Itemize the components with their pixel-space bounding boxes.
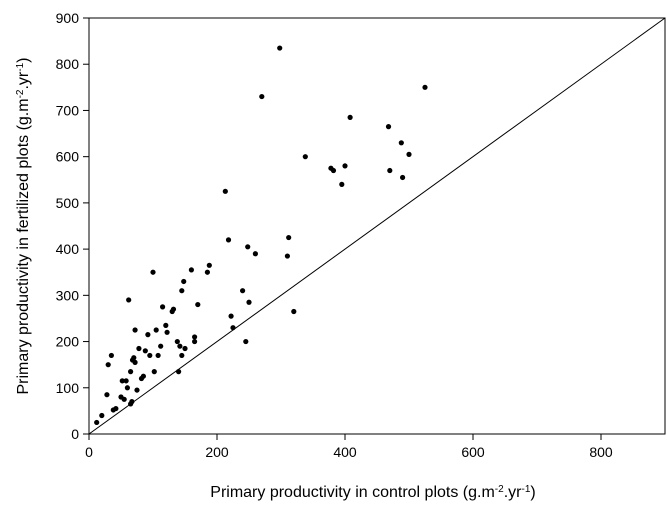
y-tick-label: 0 (71, 426, 79, 442)
data-point (170, 306, 177, 312)
data-point (150, 269, 156, 275)
data-point (240, 288, 246, 294)
data-point (422, 84, 428, 90)
data-point (291, 308, 297, 315)
y-tick-label: 300 (56, 287, 80, 303)
x-tick-label: 600 (461, 444, 485, 460)
x-axis-title: Primary productivity in control plots (g… (210, 484, 535, 502)
x-tick-label: 400 (333, 444, 357, 460)
plot-area (88, 17, 666, 435)
data-point (398, 140, 404, 146)
data-point (302, 154, 308, 160)
data-point (179, 288, 185, 294)
y-tick-label: 200 (56, 334, 80, 350)
data-point (121, 396, 127, 402)
data-point (94, 419, 100, 426)
data-point (153, 327, 159, 333)
data-point (177, 343, 183, 349)
y-tick-label: 900 (56, 10, 80, 26)
data-point (140, 373, 146, 379)
data-point (286, 234, 292, 241)
data-point (145, 332, 151, 338)
data-point (225, 237, 232, 243)
data-point (155, 352, 161, 359)
data-point (204, 269, 210, 275)
data-point (124, 385, 130, 391)
data-point (132, 327, 138, 333)
data-point (142, 348, 148, 354)
data-point (192, 334, 198, 340)
data-point (128, 369, 134, 375)
data-point (129, 399, 135, 405)
data-point (195, 301, 201, 308)
data-point (104, 392, 110, 398)
data-point (163, 322, 169, 328)
data-point (387, 167, 393, 174)
y-tick-label: 600 (56, 149, 80, 165)
x-tick-label: 200 (205, 444, 229, 460)
data-point (245, 244, 251, 250)
data-point (151, 369, 157, 375)
data-point (147, 352, 153, 359)
one-to-one-line (88, 17, 666, 435)
plot-frame (88, 17, 666, 435)
x-tick-label: 0 (85, 444, 93, 460)
data-point (342, 163, 348, 169)
data-point (277, 45, 283, 51)
data-point (246, 299, 252, 305)
y-tick-label: 700 (56, 102, 80, 118)
data-point (400, 174, 406, 181)
data-point (347, 114, 353, 120)
data-point (126, 297, 132, 303)
data-point (192, 338, 198, 345)
data-point (284, 253, 290, 259)
data-point (131, 355, 137, 361)
y-tick-label: 100 (56, 380, 80, 396)
data-point (339, 181, 345, 187)
y-tick-label: 800 (56, 56, 80, 72)
data-point (230, 325, 236, 331)
data-point (259, 93, 265, 100)
data-point (99, 412, 105, 419)
axes: 0 200 400 600 800 0 100 200 300 400 500 600 700 800 90… (56, 10, 666, 460)
data-point (108, 352, 114, 359)
y-axis-title: Primary productivity in fertilized plots… (15, 57, 33, 394)
data-point (179, 352, 185, 359)
y-tick-label: 500 (56, 195, 80, 211)
data-point (105, 362, 111, 368)
data-point (158, 343, 164, 349)
data-point (406, 151, 412, 157)
data-point (119, 378, 125, 384)
data-point (164, 329, 170, 335)
data-point (136, 345, 142, 352)
data-point (222, 188, 228, 194)
data-point (330, 167, 337, 174)
data-point (206, 262, 212, 268)
data-point (176, 369, 182, 375)
data-point (188, 267, 194, 273)
data-point (228, 313, 234, 319)
data-point (132, 359, 138, 365)
data-point (252, 251, 258, 257)
data-point (123, 378, 129, 384)
data-point (243, 338, 249, 345)
data-point (134, 387, 140, 393)
data-point (160, 304, 166, 310)
data-point (385, 124, 392, 130)
data-point (174, 338, 180, 345)
data-point (182, 345, 188, 352)
x-tick-label: 800 (589, 444, 613, 460)
y-tick-label: 400 (56, 241, 80, 257)
data-point (181, 278, 187, 285)
data-point (113, 405, 119, 412)
